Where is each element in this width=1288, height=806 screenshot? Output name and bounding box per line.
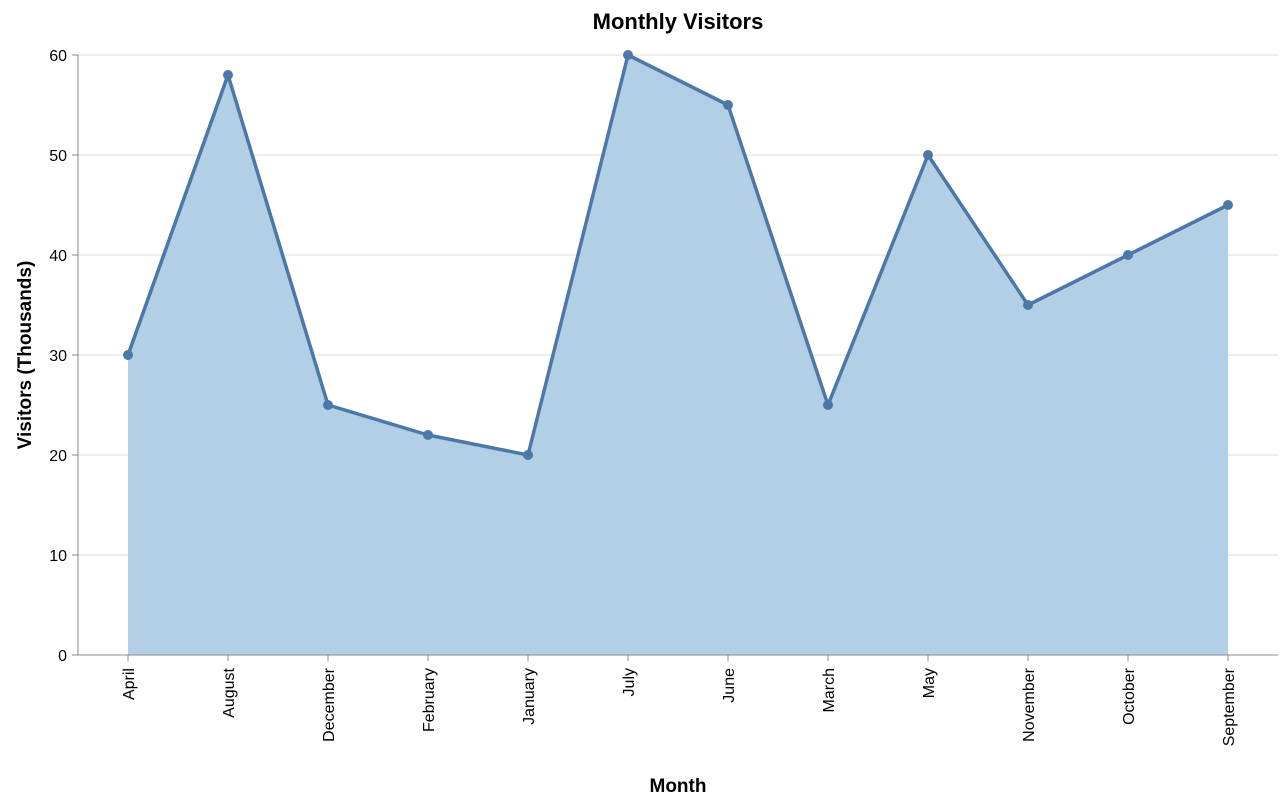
- data-point-may: [923, 150, 933, 160]
- y-tick-label: 50: [49, 148, 67, 165]
- data-point-march: [823, 400, 833, 410]
- data-point-september: [1223, 200, 1233, 210]
- x-tick-label-august: August: [221, 667, 238, 717]
- x-tick-label-january: January: [521, 668, 538, 725]
- data-point-november: [1023, 300, 1033, 310]
- data-point-july: [623, 50, 633, 60]
- x-tick-label-july: July: [621, 668, 638, 696]
- y-tick-label: 10: [49, 548, 67, 565]
- y-axis-title: Visitors (Thousands): [15, 261, 36, 450]
- data-points: [123, 50, 1233, 460]
- axes: 0 10 20 30 40 50 60 April August December February…: [49, 48, 1278, 746]
- data-point-february: [423, 430, 433, 440]
- x-tick-label-december: December: [321, 667, 338, 741]
- series-line: [126, 53, 1229, 457]
- data-point-april: [123, 350, 133, 360]
- x-tick-label-november: November: [1021, 667, 1038, 741]
- data-point-january: [523, 450, 533, 460]
- data-point-june: [723, 100, 733, 110]
- x-tick-label-april: April: [121, 668, 138, 700]
- x-tick-label-september: September: [1221, 667, 1238, 746]
- x-tick-label-february: February: [421, 668, 438, 732]
- y-tick-label: 40: [49, 248, 67, 265]
- x-tick-label-march: March: [821, 668, 838, 712]
- data-point-october: [1123, 250, 1133, 260]
- x-tick-label-june: June: [721, 668, 738, 703]
- y-tick-label: 60: [49, 48, 67, 65]
- y-tick-label: 30: [49, 348, 67, 365]
- area-fill: [128, 55, 1228, 655]
- x-tick-label-october: October: [1121, 667, 1138, 725]
- data-point-august: [223, 70, 233, 80]
- y-tick-label: 20: [49, 448, 67, 465]
- chart-title: Monthly Visitors: [593, 9, 764, 34]
- y-tick-label: 0: [58, 648, 67, 665]
- x-tick-label-may: May: [921, 668, 938, 698]
- data-point-december: [323, 400, 333, 410]
- x-axis-title: Month: [650, 776, 707, 797]
- area-layer: [126, 53, 1229, 655]
